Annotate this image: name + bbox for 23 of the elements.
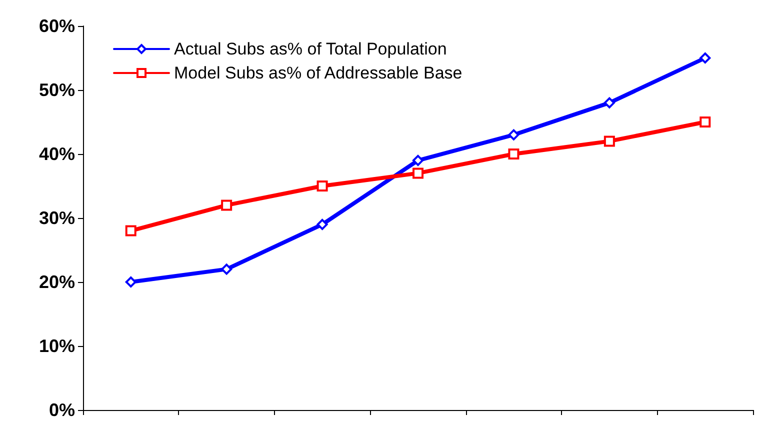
y-tick-label: 40% [38,144,75,164]
point [316,180,328,192]
legend-label: Actual Subs as% of Total Population [174,40,447,58]
y-tick-label: 10% [38,336,75,356]
legend-label: Model Subs as% of Addressable Base [174,64,462,82]
point [700,52,711,64]
y-tick-label: 30% [38,208,75,228]
y-tick-label: 20% [38,272,75,292]
point [604,136,615,147]
point [125,225,136,236]
point [412,168,424,179]
point [221,264,232,275]
y-tick-label: 60% [38,16,75,36]
point [508,129,520,140]
point [604,97,615,108]
y-tick-label: 0% [48,400,75,420]
point [316,218,328,230]
point [125,276,136,288]
point [221,200,232,211]
point [508,148,520,160]
point [412,154,424,166]
point [700,116,711,128]
y-tick-label: 50% [38,80,75,100]
